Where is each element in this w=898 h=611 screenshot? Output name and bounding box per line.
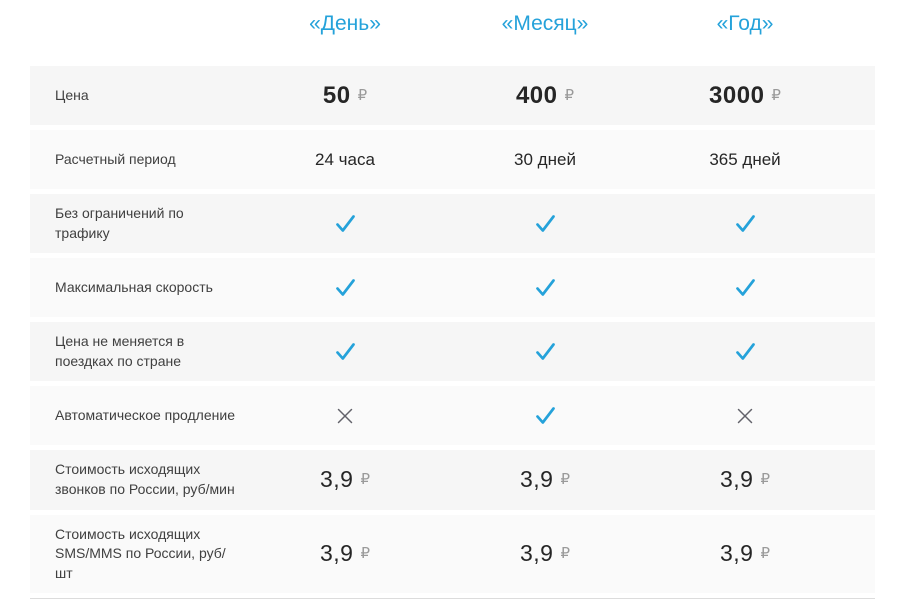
- row-label: Цена не меняется в поездках по стране: [55, 333, 185, 369]
- ruble-sign: ₽: [560, 471, 571, 489]
- row-label: Расчетный период: [55, 150, 176, 167]
- ruble-sign: ₽: [760, 545, 771, 563]
- row-label: Стоимость исходящих SMS/MMS по России, р…: [55, 525, 226, 581]
- table-row: Расчетный период 24 часа 30 дней 365 дней: [30, 130, 875, 189]
- cross-icon: [737, 408, 753, 423]
- text-value-cell: 365 дней: [709, 149, 781, 169]
- icon-cell: [645, 213, 845, 235]
- check-icon: [535, 407, 555, 424]
- ruble-sign: ₽: [360, 471, 371, 489]
- table-row: Стоимость исходящих звонков по России, р…: [30, 450, 875, 510]
- price-amount: 50: [322, 81, 351, 109]
- price-amount: 3,9: [719, 540, 754, 567]
- ruble-sign: ₽: [564, 86, 575, 104]
- icon-cell: [645, 341, 845, 363]
- price-amount: 3000: [709, 81, 765, 109]
- price-amount: 3,9: [519, 466, 554, 493]
- price-cell: 3,9 ₽: [245, 466, 445, 493]
- ruble-sign: ₽: [360, 545, 371, 563]
- icon-cell: [445, 213, 645, 235]
- text-value-cell: 24 часа: [315, 149, 375, 169]
- icon-cell: [445, 405, 645, 427]
- ruble-sign: ₽: [760, 471, 771, 489]
- icon-cell: [245, 213, 445, 235]
- row-label: Стоимость исходящих звонков по России, р…: [55, 461, 235, 497]
- price-amount: 3,9: [719, 466, 754, 493]
- table-row: Цена 50 ₽400 ₽3000 ₽: [30, 66, 875, 125]
- table-bottom-rule: [30, 598, 875, 600]
- icon-cell: [445, 277, 645, 299]
- plan-header-month[interactable]: «Месяц»: [501, 12, 589, 35]
- check-icon: [335, 278, 355, 296]
- price-cell: 400 ₽: [445, 82, 645, 110]
- plan-header-year[interactable]: «Год»: [716, 12, 774, 35]
- price-cell: 3,9 ₽: [445, 466, 645, 493]
- table-header-row: «День» «Месяц» «Год»: [30, 6, 875, 42]
- icon-cell: [445, 341, 645, 363]
- plan-header-day[interactable]: «День»: [309, 12, 381, 35]
- table-row: Максимальная скорость: [30, 258, 875, 318]
- price-amount: 3,9: [319, 540, 354, 567]
- price-amount: 400: [515, 81, 558, 109]
- check-icon: [535, 342, 555, 360]
- check-icon: [735, 214, 755, 232]
- check-icon: [335, 214, 355, 232]
- price-cell: 3,9 ₽: [645, 540, 845, 567]
- price-cell: 3000 ₽: [645, 82, 845, 110]
- icon-cell: [245, 277, 445, 299]
- ruble-sign: ₽: [560, 545, 571, 563]
- check-icon: [535, 278, 555, 296]
- table-row: Автоматическое продление: [30, 386, 875, 446]
- table-row: Без ограничений по трафику: [30, 194, 875, 254]
- table-body: Цена 50 ₽400 ₽3000 ₽ Расчетный период 24 часа 3…: [30, 66, 875, 594]
- price-cell: 3,9 ₽: [445, 540, 645, 567]
- table-row: Стоимость исходящих SMS/MMS по России, р…: [30, 514, 875, 594]
- icon-cell: [645, 277, 845, 299]
- row-label: Цена: [55, 86, 89, 103]
- price-amount: 3,9: [319, 466, 354, 493]
- price-cell: 50 ₽: [245, 82, 445, 110]
- text-value-cell: 30 дней: [514, 149, 576, 169]
- ruble-sign: ₽: [771, 86, 781, 104]
- icon-cell: [245, 407, 445, 425]
- price-cell: 3,9 ₽: [645, 466, 845, 493]
- check-icon: [735, 278, 755, 296]
- check-icon: [335, 342, 355, 360]
- icon-cell: [645, 407, 845, 425]
- check-icon: [735, 342, 755, 360]
- ruble-sign: ₽: [357, 86, 368, 104]
- table-row: Цена не меняется в поездках по стране: [30, 322, 875, 382]
- check-icon: [535, 214, 555, 232]
- icon-cell: [245, 341, 445, 363]
- tariff-comparison-table: «День» «Месяц» «Год» Цена 50 ₽400 ₽3000 ₽ Рас…: [30, 0, 875, 600]
- row-label: Без ограничений по трафику: [55, 205, 184, 241]
- row-label: Автоматическое продление: [55, 407, 235, 424]
- row-label: Максимальная скорость: [55, 278, 213, 295]
- price-amount: 3,9: [519, 540, 554, 567]
- cross-icon: [337, 408, 353, 423]
- price-cell: 3,9 ₽: [245, 540, 445, 567]
